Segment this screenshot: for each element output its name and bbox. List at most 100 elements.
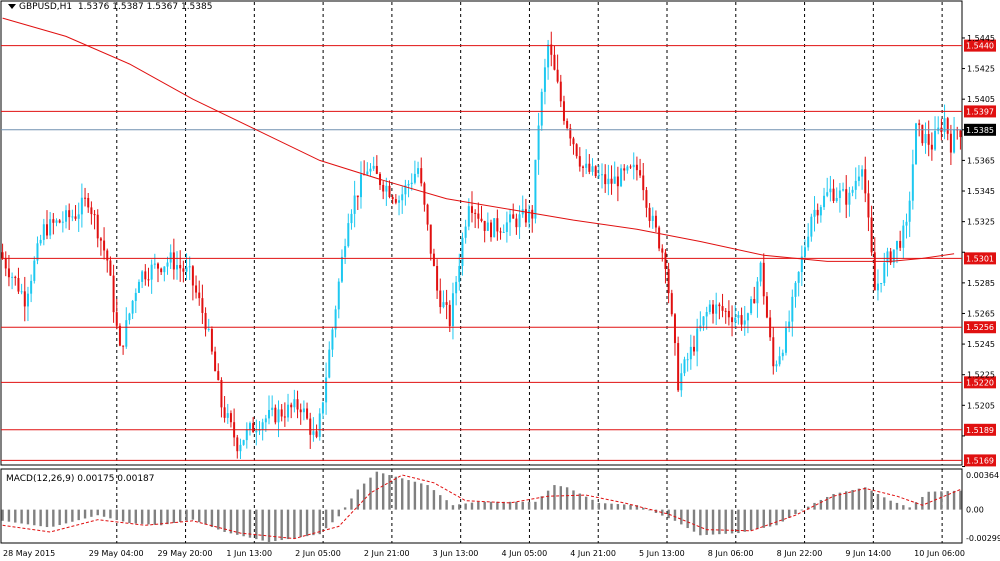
candle-body bbox=[163, 266, 166, 273]
candle-body bbox=[864, 169, 867, 194]
candle-body bbox=[474, 212, 477, 214]
macd-histogram-bar bbox=[280, 509, 283, 541]
candle-body bbox=[515, 218, 518, 228]
candle-body bbox=[838, 190, 841, 199]
candle-body bbox=[359, 174, 362, 198]
candle-body bbox=[547, 44, 550, 68]
candle-body bbox=[934, 130, 937, 150]
macd-histogram-bar bbox=[483, 501, 486, 510]
candle-body bbox=[578, 156, 581, 167]
candle-body bbox=[458, 265, 461, 282]
candle-body bbox=[394, 199, 397, 203]
macd-histogram-bar bbox=[159, 509, 163, 526]
candle-body bbox=[23, 291, 26, 307]
candle-body bbox=[692, 346, 695, 352]
candle-body bbox=[245, 429, 248, 441]
macd-histogram-bar bbox=[77, 509, 80, 521]
candle-body bbox=[715, 304, 718, 314]
macd-histogram-bar bbox=[661, 509, 664, 516]
macd-histogram-bar bbox=[851, 489, 854, 510]
macd-histogram-bar bbox=[902, 505, 905, 510]
candle-body bbox=[122, 345, 125, 347]
macd-histogram-bar bbox=[572, 490, 575, 510]
candle-body bbox=[58, 220, 61, 223]
candle-body bbox=[115, 312, 118, 326]
macd-histogram-bar bbox=[927, 491, 930, 510]
candle-body bbox=[464, 226, 467, 238]
candle-body bbox=[191, 266, 194, 286]
x-tick-label: 9 Jun 14:00 bbox=[845, 549, 891, 558]
moving-average-layer bbox=[2, 17, 955, 262]
macd-histogram-bar bbox=[914, 502, 918, 510]
macd-histogram-bar bbox=[508, 501, 512, 510]
macd-histogram-bar bbox=[711, 509, 715, 535]
candle-body bbox=[156, 263, 159, 269]
macd-histogram-bar bbox=[356, 489, 360, 510]
candle-body bbox=[531, 209, 534, 219]
candle-body bbox=[645, 190, 648, 208]
candle-body bbox=[949, 133, 952, 153]
macd-histogram-bar bbox=[597, 502, 601, 510]
macd-histogram-bar bbox=[578, 493, 582, 510]
candle-body bbox=[61, 221, 64, 223]
candle-body bbox=[486, 222, 489, 231]
candle-body bbox=[131, 300, 134, 314]
level-tag bbox=[964, 454, 996, 467]
candle-body bbox=[477, 213, 480, 219]
symbol-label: GBPUSD,H1 bbox=[19, 2, 73, 12]
candle-body bbox=[467, 206, 470, 227]
candle-body bbox=[426, 204, 429, 225]
candle-body bbox=[797, 272, 800, 283]
x-tick-label: 4 Jun 21:00 bbox=[570, 549, 616, 558]
candle-body bbox=[299, 409, 302, 413]
candle-body bbox=[385, 185, 388, 192]
macd-histogram-bar bbox=[343, 507, 347, 510]
candle-body bbox=[153, 263, 156, 265]
candle-body bbox=[448, 304, 451, 327]
candle-body bbox=[204, 312, 207, 330]
macd-histogram-bar bbox=[819, 499, 823, 510]
candle-body bbox=[166, 262, 169, 267]
candle-body bbox=[372, 165, 375, 169]
macd-histogram-bar bbox=[489, 501, 493, 510]
candle-body bbox=[455, 281, 458, 294]
y-tick-label: 1.5365 bbox=[967, 156, 995, 165]
x-tick-label: 5 Jun 13:00 bbox=[639, 549, 685, 558]
macd-histogram-bar bbox=[407, 480, 410, 510]
grid-layer bbox=[0, 0, 963, 544]
candle-body bbox=[499, 231, 502, 233]
y-tick-label: 1.5345 bbox=[967, 187, 995, 196]
macd-histogram-bar bbox=[603, 503, 607, 510]
macd-histogram-bar bbox=[883, 497, 886, 510]
candle-body bbox=[236, 437, 239, 452]
macd-histogram-bar bbox=[768, 509, 772, 527]
x-tick-label: 4 Jun 05:00 bbox=[501, 549, 547, 558]
candle-body bbox=[74, 216, 77, 219]
macd-histogram-bar bbox=[147, 509, 150, 525]
macd-header: MACD(12,26,9) 0.00175 0.00187 bbox=[6, 474, 155, 484]
candle-body bbox=[613, 176, 616, 184]
x-tick-label: 29 May 20:00 bbox=[158, 549, 213, 558]
candle-body bbox=[325, 377, 328, 403]
candle-body bbox=[845, 189, 848, 205]
macd-histogram-bar bbox=[908, 507, 911, 510]
macd-histogram-bar bbox=[623, 504, 626, 510]
candle-body bbox=[432, 253, 435, 266]
candle-body bbox=[873, 252, 876, 291]
candle-body bbox=[689, 346, 692, 360]
candle-body bbox=[765, 296, 768, 318]
candle-body bbox=[4, 258, 7, 269]
macd-histogram-bar bbox=[724, 509, 727, 534]
macd-histogram-bar bbox=[375, 471, 379, 510]
dropdown-triangle-icon[interactable] bbox=[8, 4, 16, 9]
macd-histogram-bar bbox=[546, 490, 550, 510]
candle-body bbox=[490, 222, 493, 238]
macd-panel-frame bbox=[0, 468, 963, 544]
macd-histogram-bar bbox=[933, 491, 937, 510]
candle-body bbox=[33, 260, 36, 281]
candle-body bbox=[375, 165, 378, 174]
candle-body bbox=[347, 223, 350, 247]
candle-body bbox=[71, 216, 74, 218]
levels-layer: 1.5440 1.5397 1.5301 1.5256 1.5220 1.5189 1.51… bbox=[1, 39, 996, 467]
